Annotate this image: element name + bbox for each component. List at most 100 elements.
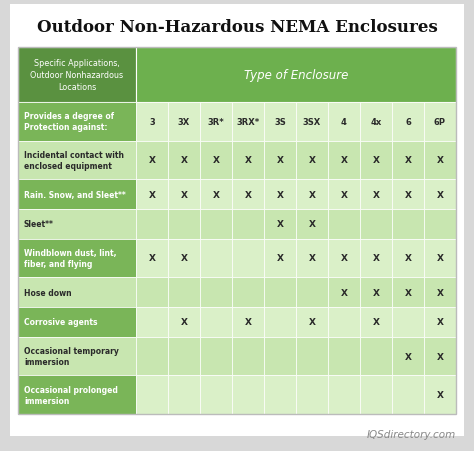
Bar [264, 239, 296, 278]
Text: X: X [212, 190, 219, 199]
Text: X: X [340, 288, 347, 297]
Bar [264, 307, 296, 337]
Bar [424, 278, 456, 307]
Bar [296, 239, 328, 278]
Text: 3: 3 [149, 118, 155, 127]
Bar [200, 239, 232, 278]
Bar [18, 180, 136, 210]
Bar [264, 180, 296, 210]
Text: Rain. Snow, and Sleet**: Rain. Snow, and Sleet** [24, 190, 126, 199]
Text: Occasional prolonged
immersion: Occasional prolonged immersion [24, 385, 118, 405]
Bar [18, 48, 456, 414]
Text: X: X [181, 190, 188, 199]
Text: X: X [340, 190, 347, 199]
Bar [360, 210, 392, 239]
Text: X: X [148, 156, 155, 165]
Bar [392, 210, 424, 239]
Bar [296, 210, 328, 239]
Text: X: X [437, 190, 444, 199]
Text: 6P: 6P [434, 118, 446, 127]
Text: 6: 6 [405, 118, 411, 127]
Text: X: X [373, 156, 380, 165]
Text: Windblown dust, lint,
fiber, and flying: Windblown dust, lint, fiber, and flying [24, 249, 117, 268]
Text: X: X [404, 190, 411, 199]
Text: X: X [181, 254, 188, 263]
Text: X: X [309, 318, 316, 327]
Text: Provides a degree of
Protection against:: Provides a degree of Protection against: [24, 112, 114, 132]
Text: X: X [148, 254, 155, 263]
Bar [296, 307, 328, 337]
Text: X: X [437, 288, 444, 297]
Bar [136, 278, 168, 307]
Bar [200, 141, 232, 180]
Bar [328, 210, 360, 239]
Text: X: X [437, 318, 444, 327]
Bar [328, 103, 360, 141]
Bar [232, 103, 264, 141]
Bar [328, 239, 360, 278]
Bar [18, 103, 136, 141]
Bar [18, 141, 136, 180]
Text: Type of Enclosure: Type of Enclosure [244, 69, 348, 82]
Text: X: X [340, 156, 347, 165]
Text: X: X [309, 190, 316, 199]
Bar [296, 278, 328, 307]
Bar [424, 141, 456, 180]
Bar [168, 278, 200, 307]
Bar [200, 307, 232, 337]
Bar [200, 376, 232, 414]
Bar [424, 376, 456, 414]
Bar [328, 337, 360, 376]
Bar [18, 307, 136, 337]
Text: 4: 4 [341, 118, 347, 127]
Text: X: X [437, 390, 444, 399]
Bar [232, 307, 264, 337]
Text: Specific Applications,
Outdoor Nonhazardous
Locations: Specific Applications, Outdoor Nonhazard… [30, 59, 124, 92]
Text: 3X: 3X [178, 118, 190, 127]
Bar [264, 278, 296, 307]
Text: X: X [309, 156, 316, 165]
Bar [168, 337, 200, 376]
Bar [200, 180, 232, 210]
Text: X: X [340, 254, 347, 263]
Text: X: X [373, 254, 380, 263]
Bar [424, 307, 456, 337]
Text: X: X [245, 190, 252, 199]
Bar [232, 180, 264, 210]
Bar [296, 141, 328, 180]
Text: Corrosive agents: Corrosive agents [24, 318, 98, 327]
Bar [296, 376, 328, 414]
Bar [328, 180, 360, 210]
Bar [200, 278, 232, 307]
Text: X: X [181, 156, 188, 165]
Text: Occasional temporary
immersion: Occasional temporary immersion [24, 346, 119, 366]
Bar [168, 141, 200, 180]
Bar [392, 141, 424, 180]
Bar [18, 210, 136, 239]
Bar [296, 180, 328, 210]
Text: Outdoor Non-Hazardous NEMA Enclosures: Outdoor Non-Hazardous NEMA Enclosures [36, 19, 438, 37]
Text: X: X [373, 190, 380, 199]
Bar [392, 180, 424, 210]
Bar [392, 337, 424, 376]
Text: IQSdirectory.com: IQSdirectory.com [367, 429, 456, 439]
Text: Sleet**: Sleet** [24, 220, 54, 229]
Text: X: X [437, 254, 444, 263]
Text: X: X [276, 190, 283, 199]
Bar [264, 141, 296, 180]
Bar [392, 307, 424, 337]
Bar [18, 376, 136, 414]
Bar [360, 337, 392, 376]
Text: 3RX*: 3RX* [237, 118, 260, 127]
Bar [168, 307, 200, 337]
Bar [424, 337, 456, 376]
Bar [18, 337, 136, 376]
Text: Incidental contact with
enclosed equipment: Incidental contact with enclosed equipme… [24, 151, 124, 170]
Text: X: X [404, 254, 411, 263]
Bar [232, 376, 264, 414]
Text: X: X [404, 156, 411, 165]
Bar [360, 141, 392, 180]
Text: X: X [181, 318, 188, 327]
Text: 3S: 3S [274, 118, 286, 127]
Bar [18, 239, 136, 278]
